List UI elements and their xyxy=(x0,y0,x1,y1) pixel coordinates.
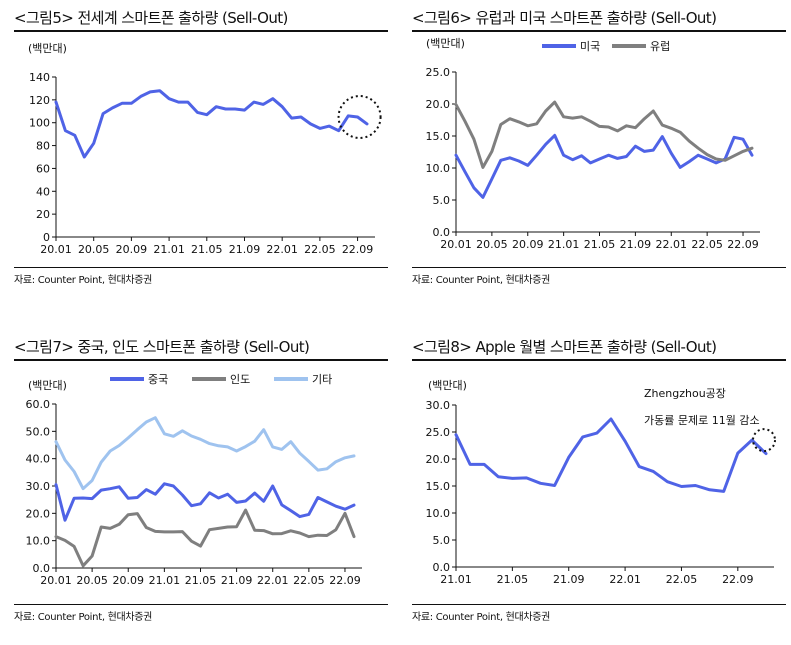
y-tick-label: 5.0 xyxy=(433,194,451,207)
series-line xyxy=(54,482,356,522)
y-tick-label: 80 xyxy=(36,140,50,153)
x-tick-label: 20.09 xyxy=(512,238,544,251)
y-tick-label: 100 xyxy=(29,117,50,130)
y-tick-label: 50.0 xyxy=(26,425,51,438)
y-tick-label: 60.0 xyxy=(26,398,51,411)
y-tick-label: 30.0 xyxy=(26,480,51,493)
legend-label: 미국 xyxy=(580,40,600,53)
legend-label: 유럽 xyxy=(650,39,670,53)
y-tick-label: 0.0 xyxy=(33,562,51,575)
y-tick-label: 40 xyxy=(36,185,50,198)
y-tick-label: 0 xyxy=(43,231,50,244)
y-tick-label: 20.0 xyxy=(426,98,451,111)
x-tick-label: 22.09 xyxy=(329,574,361,587)
x-tick-label: 22.05 xyxy=(666,573,698,586)
legend-label: 인도 xyxy=(230,373,250,386)
x-tick-label: 21.01 xyxy=(153,243,185,256)
y-tick-label: 5.0 xyxy=(433,534,451,547)
x-tick-label: 21.01 xyxy=(149,574,181,587)
x-tick-label: 22.01 xyxy=(266,243,298,256)
y-tick-label: 25.0 xyxy=(426,426,451,439)
x-tick-label: 21.05 xyxy=(191,243,223,256)
x-tick-label: 21.09 xyxy=(620,238,652,251)
series-line xyxy=(54,508,356,568)
x-tick-label: 21.09 xyxy=(553,573,585,586)
x-tick-label: 20.09 xyxy=(116,243,148,256)
chart-title: <그림5> 전세계 스마트폰 출하량 (Sell-Out) xyxy=(14,6,388,32)
x-tick-label: 21.05 xyxy=(584,238,616,251)
x-tick-label: 21.05 xyxy=(497,573,529,586)
x-tick-label: 22.01 xyxy=(609,573,641,586)
series-line xyxy=(54,416,356,491)
x-tick-label: 21.09 xyxy=(229,243,261,256)
y-tick-label: 15.0 xyxy=(426,480,451,493)
x-tick-label: 22.01 xyxy=(257,574,289,587)
x-tick-label: 22.05 xyxy=(304,243,336,256)
source-note: 자료: Counter Point, 현대차증권 xyxy=(412,267,786,286)
x-tick-label: 21.01 xyxy=(548,238,580,251)
chart-panel-europe-us: <그림6> 유럽과 미국 스마트폰 출하량 (Sell-Out) (백만대) 0.… xyxy=(412,6,791,316)
china-india-shipments-chart: (백만대) 0.0 10.0 20.0 30.0 40.0 50.0 60.0 20.01 20.… xyxy=(26,373,362,587)
chart-title: <그림6> 유럽과 미국 스마트폰 출하량 (Sell-Out) xyxy=(412,6,786,32)
chart-title: <그림8> Apple 월별 스마트폰 출하량 (Sell-Out) xyxy=(412,335,786,361)
series-line xyxy=(54,89,369,159)
y-tick-label: 60 xyxy=(36,162,50,175)
y-tick-label: 20.0 xyxy=(426,453,451,466)
highlight-circle xyxy=(752,428,776,453)
x-tick-label: 20.09 xyxy=(112,574,144,587)
apple-monthly-shipments-chart: (백만대) 0.0 5.0 10.0 15.0 20.0 25.0 30.0 21.01 21.0… xyxy=(426,379,776,586)
x-tick-label: 20.05 xyxy=(76,574,108,587)
x-tick-label: 20.05 xyxy=(476,238,508,251)
x-tick-label: 22.05 xyxy=(691,238,723,251)
y-tick-label: 10.0 xyxy=(426,162,451,175)
chart-panel-apple: <그림8> Apple 월별 스마트폰 출하량 (Sell-Out) (백만대)… xyxy=(412,335,791,645)
y-tick-label: 25.0 xyxy=(426,66,451,79)
x-tick-label: 21.05 xyxy=(185,574,217,587)
x-tick-label: 20.01 xyxy=(40,574,72,587)
unit-label: (백만대) xyxy=(28,379,67,392)
x-tick-label: 22.05 xyxy=(293,574,325,587)
chart-title: <그림7> 중국, 인도 스마트폰 출하량 (Sell-Out) xyxy=(14,335,388,361)
y-tick-label: 15.0 xyxy=(426,130,451,143)
chart-panel-global: <그림5> 전세계 스마트폰 출하량 (Sell-Out) (백만대) 0 20 40… xyxy=(14,6,394,316)
x-tick-label: 21.09 xyxy=(221,574,253,587)
x-tick-label: 22.09 xyxy=(727,238,759,251)
legend-label: 중국 xyxy=(148,373,168,386)
annotation-text: 가동률 문제로 11월 감소 xyxy=(644,414,760,427)
series-line xyxy=(454,417,768,493)
y-tick-label: 20.0 xyxy=(26,507,51,520)
y-tick-label: 0.0 xyxy=(433,226,451,239)
source-note: 자료: Counter Point, 현대차증권 xyxy=(412,604,786,623)
y-tick-label: 10.0 xyxy=(426,507,451,520)
y-tick-label: 120 xyxy=(29,94,50,107)
chart-panel-china-india: <그림7> 중국, 인도 스마트폰 출하량 (Sell-Out) (백만대) 0.… xyxy=(14,335,394,645)
x-tick-label: 20.01 xyxy=(440,238,472,251)
x-tick-label: 22.09 xyxy=(342,243,374,256)
unit-label: (백만대) xyxy=(28,42,67,55)
y-tick-label: 140 xyxy=(29,71,50,84)
y-tick-label: 40.0 xyxy=(26,453,51,466)
y-tick-label: 10.0 xyxy=(26,535,51,548)
x-tick-label: 20.01 xyxy=(40,243,72,256)
y-tick-label: 20 xyxy=(36,208,50,221)
x-tick-label: 22.09 xyxy=(722,573,754,586)
source-note: 자료: Counter Point, 현대차증권 xyxy=(14,604,388,623)
global-shipments-chart: (백만대) 0 20 40 60 80 100 120 140 20.01 20.05 20.09 21… xyxy=(28,42,382,256)
y-tick-label: 0.0 xyxy=(433,561,451,574)
europe-us-shipments-chart: (백만대) 0.0 5.0 10.0 15.0 20.0 25.0 20.01 20.05 20.… xyxy=(426,37,760,251)
y-tick-label: 30.0 xyxy=(426,399,451,412)
series-line xyxy=(454,100,754,169)
source-note: 자료: Counter Point, 현대차증권 xyxy=(14,267,388,286)
unit-label: (백만대) xyxy=(426,37,465,50)
x-tick-label: 21.01 xyxy=(440,573,472,586)
legend-label: 기타 xyxy=(312,373,332,386)
x-tick-label: 22.01 xyxy=(656,238,688,251)
unit-label: (백만대) xyxy=(428,379,467,392)
series-line xyxy=(454,133,754,199)
annotation-text: Zhengzhou공장 xyxy=(644,387,726,400)
highlight-circle xyxy=(337,95,382,139)
x-tick-label: 20.05 xyxy=(78,243,110,256)
